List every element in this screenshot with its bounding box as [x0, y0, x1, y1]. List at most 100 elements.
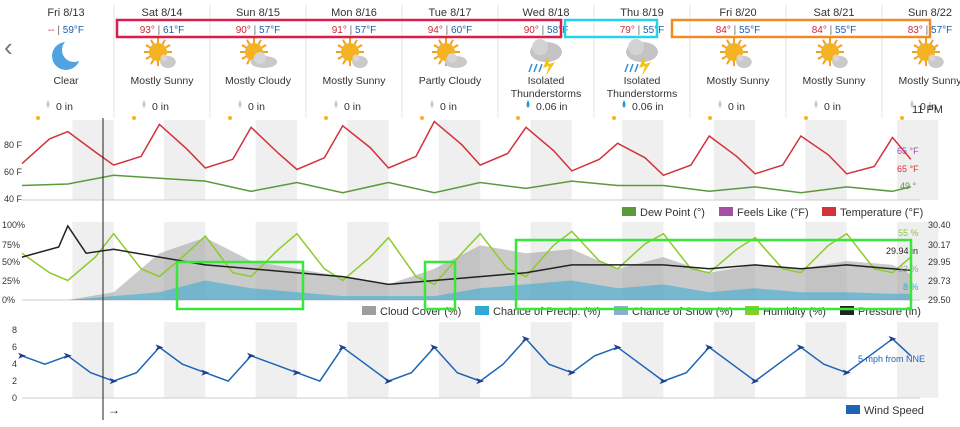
- raindrop-icon: [46, 100, 50, 108]
- legend-label[interactable]: Feels Like (°F): [737, 207, 809, 219]
- hi-lo-separator: |: [155, 25, 163, 36]
- night-shade: [164, 322, 206, 398]
- night-shade: [897, 120, 939, 200]
- wind-direction-arrow: [796, 344, 805, 351]
- day-hi-lo: 91° | 57°F: [332, 25, 377, 36]
- series-line: [21, 230, 912, 286]
- sunrise-marker: [324, 116, 328, 120]
- series-line: [21, 120, 912, 177]
- day-hi-lo: 90° | 57°F: [236, 25, 281, 36]
- day-hi-lo: 84° | 55°F: [716, 25, 761, 36]
- hi-lo-separator: |: [827, 25, 835, 36]
- wind-direction-arrow: [751, 378, 760, 385]
- partly-cloudy-icon: [432, 38, 467, 68]
- wind-direction-arrow: [430, 344, 439, 351]
- day-precip: 0 in: [440, 101, 457, 113]
- highlight-hi-lo-cyan: [563, 18, 659, 39]
- day-low: 57°F: [259, 25, 280, 36]
- legend-swatch: [822, 207, 836, 216]
- y-tick-left: 25%: [2, 276, 20, 286]
- wind-direction-arrow: [659, 378, 668, 385]
- raindrop-icon: [622, 100, 626, 108]
- raindrop-icon: [238, 100, 242, 108]
- day-high: 84°: [716, 25, 731, 36]
- day-column: Tue 8/17 94° | 60°F Partly Cloudy 0 in: [401, 5, 482, 120]
- series-line: [21, 337, 912, 383]
- day-hi-lo: 83° | 57°F: [908, 25, 953, 36]
- hi-lo-separator: |: [55, 25, 63, 36]
- day-condition: Isolated: [624, 75, 661, 87]
- wind-direction-arrow: [109, 378, 118, 385]
- thunderstorm-icon: [528, 39, 562, 76]
- legend-label[interactable]: Dew Point (°): [640, 207, 705, 219]
- day-high: 94°: [428, 25, 443, 36]
- day-precip: 0 in: [248, 101, 265, 113]
- day-date: Sat 8/14: [142, 7, 183, 19]
- night-shade: [530, 120, 572, 200]
- scroll-arrow[interactable]: →: [108, 403, 120, 417]
- legend-label[interactable]: Temperature (°F): [840, 207, 923, 219]
- day-high: 93°: [140, 25, 155, 36]
- raindrop-icon: [334, 100, 338, 108]
- raindrop-icon: [142, 100, 146, 108]
- prev-arrow[interactable]: ‹: [4, 32, 13, 62]
- day-condition: Clear: [53, 75, 79, 87]
- day-condition: Mostly Sunny: [706, 75, 770, 87]
- day-date: Fri 8/20: [719, 7, 756, 19]
- legend-swatch: [719, 207, 733, 216]
- day-condition: Mostly Sunny: [130, 75, 194, 87]
- day-precip: 0 in: [824, 101, 841, 113]
- y-tick-label: 2: [12, 376, 17, 386]
- y-tick-label: 4: [12, 359, 17, 369]
- mostly-sunny-icon: [720, 38, 752, 68]
- y-tick-left: 0%: [2, 295, 15, 305]
- sunrise-marker: [228, 116, 232, 120]
- legend-swatch: [362, 306, 376, 315]
- day-column: Sat 8/14 93° | 61°F Mostly Sunny 0 in: [113, 5, 194, 120]
- day-low: 55°F: [643, 25, 664, 36]
- cloud-cover-current: 33 %: [898, 264, 919, 274]
- day-low: 57°F: [355, 25, 376, 36]
- day-column: Mon 8/16 91° | 57°F Mostly Sunny 0 in: [305, 5, 386, 120]
- y-tick-left: 50%: [2, 257, 20, 267]
- day-condition: Isolated: [528, 75, 565, 87]
- mostly-sunny-icon: [912, 38, 944, 68]
- day-high: 90°: [236, 25, 251, 36]
- wind-direction-arrow: [613, 344, 622, 351]
- day-high: 91°: [332, 25, 347, 36]
- wind-direction-arrow: [384, 378, 393, 385]
- annotation-boxes: [115, 18, 932, 311]
- hi-lo-separator: |: [251, 25, 259, 36]
- night-shade: [622, 120, 664, 200]
- mostly-sunny-icon: [144, 38, 176, 68]
- series-area: [22, 237, 911, 300]
- day-condition: Thunderstorms: [607, 88, 678, 100]
- night-shade: [622, 322, 664, 398]
- day-condition: Mostly Sunny: [898, 75, 960, 87]
- y-tick-right: 29.73: [928, 276, 951, 286]
- wind-direction-arrow: [247, 352, 256, 359]
- current-time-label: 11 PM: [912, 104, 943, 116]
- night-shade: [72, 322, 114, 398]
- day-high: 90°: [524, 25, 539, 36]
- temperature-legend: Dew Point (°) Feels Like (°F) Temperature …: [622, 207, 923, 219]
- highlight-box-1: [175, 260, 305, 311]
- legend-swatch: [614, 306, 628, 315]
- sunrise-marker: [420, 116, 424, 120]
- raindrop-icon: [718, 100, 722, 108]
- day-column: Sat 8/21 84° | 55°F Mostly Sunny 0 in: [785, 5, 866, 120]
- thunderstorm-icon: [624, 39, 658, 76]
- legend-swatch: [745, 306, 759, 315]
- day-hi-lo: -- | 59°F: [48, 25, 84, 36]
- night-shade: [713, 120, 756, 200]
- legend-label[interactable]: Wind Speed: [864, 405, 924, 417]
- wind-direction-arrow: [338, 344, 347, 351]
- forecast-days: Fri 8/13 -- | 59°F Clear 0 in Sat 8/14 93° | …: [36, 5, 960, 120]
- sunrise-marker: [708, 116, 712, 120]
- sunrise-marker: [804, 116, 808, 120]
- day-hi-lo: 90° | 58°F: [524, 25, 569, 36]
- legend-swatch: [622, 207, 636, 216]
- day-hi-lo: 94° | 60°F: [428, 25, 473, 36]
- day-date: Sat 8/21: [814, 7, 855, 19]
